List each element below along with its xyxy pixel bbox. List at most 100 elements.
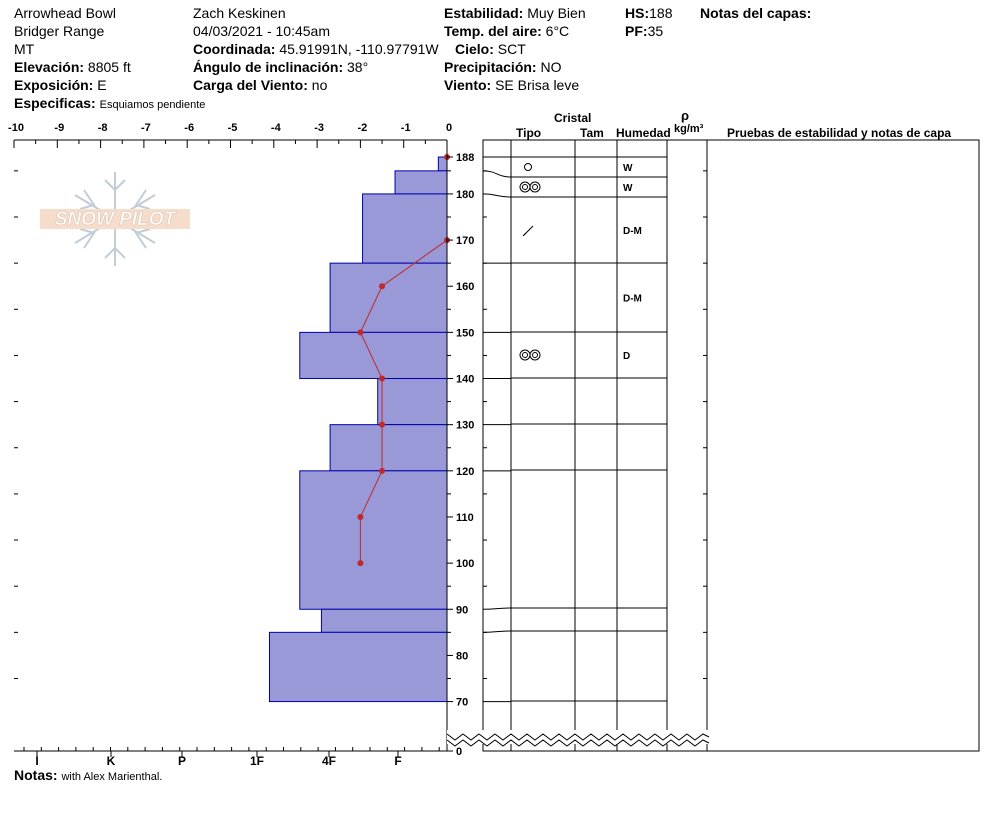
hardness-bar [320, 608, 448, 633]
temperature-point [379, 283, 386, 290]
layer-table-frame [482, 139, 980, 752]
density-unit: kg/m³ [674, 123, 704, 135]
slope-value: 38° [347, 59, 369, 75]
hs-label: HS: [625, 5, 650, 21]
air-temp-value: 6°C [545, 23, 570, 39]
depth-tick-label: 0 [456, 746, 462, 758]
layer-notes-label: Notas del capas: [700, 5, 812, 21]
sky: Cielo: SCT [455, 41, 526, 57]
depth-tick-label: 180 [456, 189, 474, 201]
precipitation: Precipitación: NO [444, 59, 561, 75]
hardness-tick-label: I [35, 754, 38, 768]
layer-connector [482, 170, 512, 178]
depth-tick-label: 140 [456, 374, 474, 386]
hardness-ticks: I K P 1F 4F F [23, 747, 440, 768]
range-name: Bridger Range [14, 23, 105, 39]
size-header: Tam [580, 126, 604, 140]
wind: Viento: SE Brisa leve [444, 77, 579, 93]
temp-tick-label: -9 [54, 122, 64, 134]
melt-cluster-icon [522, 352, 528, 358]
axis-break [446, 730, 710, 747]
tests-header: Pruebas de estabilidad y notas de capa [727, 126, 952, 140]
depth-tick-label: 130 [456, 420, 474, 432]
aspect: Exposición: E [14, 77, 107, 93]
hardness-bar [377, 378, 448, 426]
hardness-bars [268, 156, 448, 703]
temperature-point [379, 467, 386, 474]
temperature-point [357, 560, 364, 567]
temperature-point [357, 329, 364, 336]
temp-tick-label: -10 [8, 122, 24, 134]
melt-cluster-icon [519, 349, 531, 361]
depth-ticks: 188 180 170 160 150 140 130 120 110 100 90 80 70 0 [14, 152, 707, 758]
temperature-point [379, 375, 386, 382]
melt-cluster-icon [532, 352, 538, 358]
layer-moisture: D [623, 351, 630, 362]
moisture-header: Humedad [616, 126, 671, 140]
hardness-tick-label: 4F [322, 754, 336, 768]
temp-tick-label: -3 [314, 122, 324, 134]
notes-value: with Alex Marienthal. [61, 771, 163, 783]
wind-loading: Carga del Viento: no [193, 77, 327, 93]
layer-rows [482, 156, 667, 703]
coordinates: Coordinada: 45.91991N, -110.97791W [193, 41, 439, 57]
stability-label: Estabilidad: [444, 5, 524, 21]
wind-label: Viento: [444, 77, 492, 93]
aspect-value: E [97, 77, 107, 93]
logo-text: SNOW PILOT [55, 209, 177, 230]
pf: PF:35 [625, 23, 663, 39]
layer-moisture: D-M [623, 294, 642, 305]
specifics-value: Esquiamos pendiente [99, 99, 206, 111]
air-temp-label: Temp. del aire: [444, 23, 542, 39]
coord-value: 45.91991N, -110.97791W [279, 41, 439, 57]
depth-tick-label: 70 [456, 697, 468, 709]
melt-cluster-icon [529, 181, 541, 193]
hardness-bar [299, 470, 448, 610]
layer-cells: WW D-M D-M D [519, 163, 642, 362]
hardness-tick-label: P [178, 754, 186, 768]
hardness-bar [329, 262, 448, 333]
hs: HS:188 [625, 5, 672, 21]
depth-tick-label: 110 [456, 512, 474, 524]
air-temp: Temp. del aire: 6°C [444, 23, 569, 39]
hardness-tick-label: K [107, 754, 116, 768]
observer-name: Zach Keskinen [193, 5, 286, 21]
type-header: Tipo [516, 126, 542, 140]
crystal-header: Cristal [554, 111, 592, 125]
temp-tick-label: -4 [271, 122, 282, 134]
elevation-label: Elevación: [14, 59, 85, 75]
temp-tick-label: -7 [141, 122, 151, 134]
hardness-bar [268, 631, 448, 703]
layer-connector [482, 193, 512, 198]
depth-tick-label: 188 [456, 152, 474, 164]
stability: Estabilidad: Muy Bien [444, 5, 586, 21]
wind-load-value: no [311, 77, 328, 93]
state-name: MT [14, 41, 35, 57]
rounded-grain-icon [524, 163, 532, 171]
stability-value: Muy Bien [527, 5, 586, 21]
sky-value: SCT [497, 41, 526, 57]
temperature-point [379, 421, 386, 428]
melt-cluster-icon [532, 184, 538, 190]
specifics-label: Especificas: [14, 95, 96, 111]
observation-datetime: 04/03/2021 - 10:45am [193, 23, 330, 39]
notes-label: Notas: [14, 767, 58, 783]
pf-value: 35 [647, 23, 664, 39]
depth-tick-label: 90 [456, 604, 468, 616]
layer-moisture: D-M [623, 226, 642, 237]
temperature-profile [357, 154, 450, 567]
coord-label: Coordinada: [193, 41, 276, 57]
melt-cluster-icon [529, 349, 541, 361]
hardness-bar [329, 424, 448, 472]
melt-cluster-icon [522, 184, 528, 190]
elevation: Elevación: 8805 ft [14, 59, 131, 75]
hardness-bar [362, 193, 448, 264]
temp-tick-label: -5 [228, 122, 238, 134]
wind-load-label: Carga del Viento: [193, 77, 308, 93]
decomposing-fragment-icon [522, 232, 527, 237]
sky-label: Cielo: [455, 41, 494, 57]
aspect-label: Exposición: [14, 77, 94, 93]
hardness-tick-label: 1F [250, 754, 264, 768]
hardness-bar [299, 331, 448, 380]
